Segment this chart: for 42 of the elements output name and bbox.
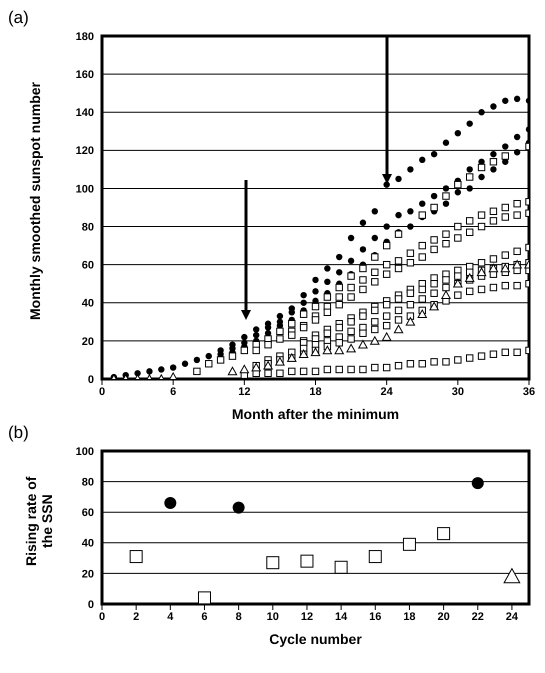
- y-tick-label: 0: [88, 374, 94, 386]
- x-tick-label: 24: [506, 610, 519, 623]
- x-tick-label: 18: [309, 386, 322, 398]
- x-tick-label: 20: [437, 610, 450, 623]
- x-tick-label: 0: [98, 386, 106, 398]
- y-tick-label: 100: [76, 183, 94, 196]
- x-tick-label: 12: [238, 386, 250, 398]
- y-tick-label: 180: [76, 30, 94, 43]
- y-tick-label: 0: [88, 598, 94, 611]
- x-tick-label: 24: [380, 386, 394, 398]
- x-axis-title: Cycle number: [269, 631, 362, 647]
- y-tick-label: 100: [76, 446, 94, 458]
- x-tick-label: 18: [403, 610, 416, 623]
- chart-title: (a): [8, 8, 30, 28]
- y-tick-label: 160: [76, 69, 94, 82]
- x-tick-label: 4: [167, 610, 174, 623]
- y-tick-label: 40: [82, 298, 94, 310]
- y-tick-label: 40: [82, 538, 94, 550]
- y-tick-label: 20: [82, 568, 94, 580]
- y-tick-label: 20: [82, 336, 94, 348]
- chart-title: (b): [8, 423, 30, 443]
- x-tick-label: 22: [472, 610, 484, 623]
- x-tick-label: 14: [334, 610, 348, 623]
- y-axis-title: Rising rate of the SSN: [23, 474, 55, 568]
- x-tick-label: 10: [266, 610, 279, 623]
- x-tick-label: 2: [133, 610, 140, 623]
- x-tick-label: 16: [369, 610, 382, 623]
- x-tick-label: 36: [522, 386, 536, 398]
- y-tick-label: 60: [82, 260, 94, 272]
- x-tick-label: 8: [236, 610, 242, 623]
- x-tick-label: 12: [300, 610, 314, 623]
- x-axis-title: Month after the minimum: [232, 406, 400, 422]
- y-tick-label: 120: [76, 145, 94, 158]
- y-tick-label: 140: [76, 107, 94, 120]
- y-tick-label: 80: [82, 221, 94, 234]
- y-tick-label: 60: [82, 507, 94, 520]
- x-tick-label: 30: [452, 386, 464, 398]
- x-tick-label: 0: [98, 610, 106, 623]
- y-axis-title: Monthly smoothed sunspot number: [27, 82, 43, 320]
- x-tick-label: 6: [201, 610, 208, 623]
- y-tick-label: 80: [82, 476, 94, 489]
- x-tick-label: 6: [170, 386, 176, 398]
